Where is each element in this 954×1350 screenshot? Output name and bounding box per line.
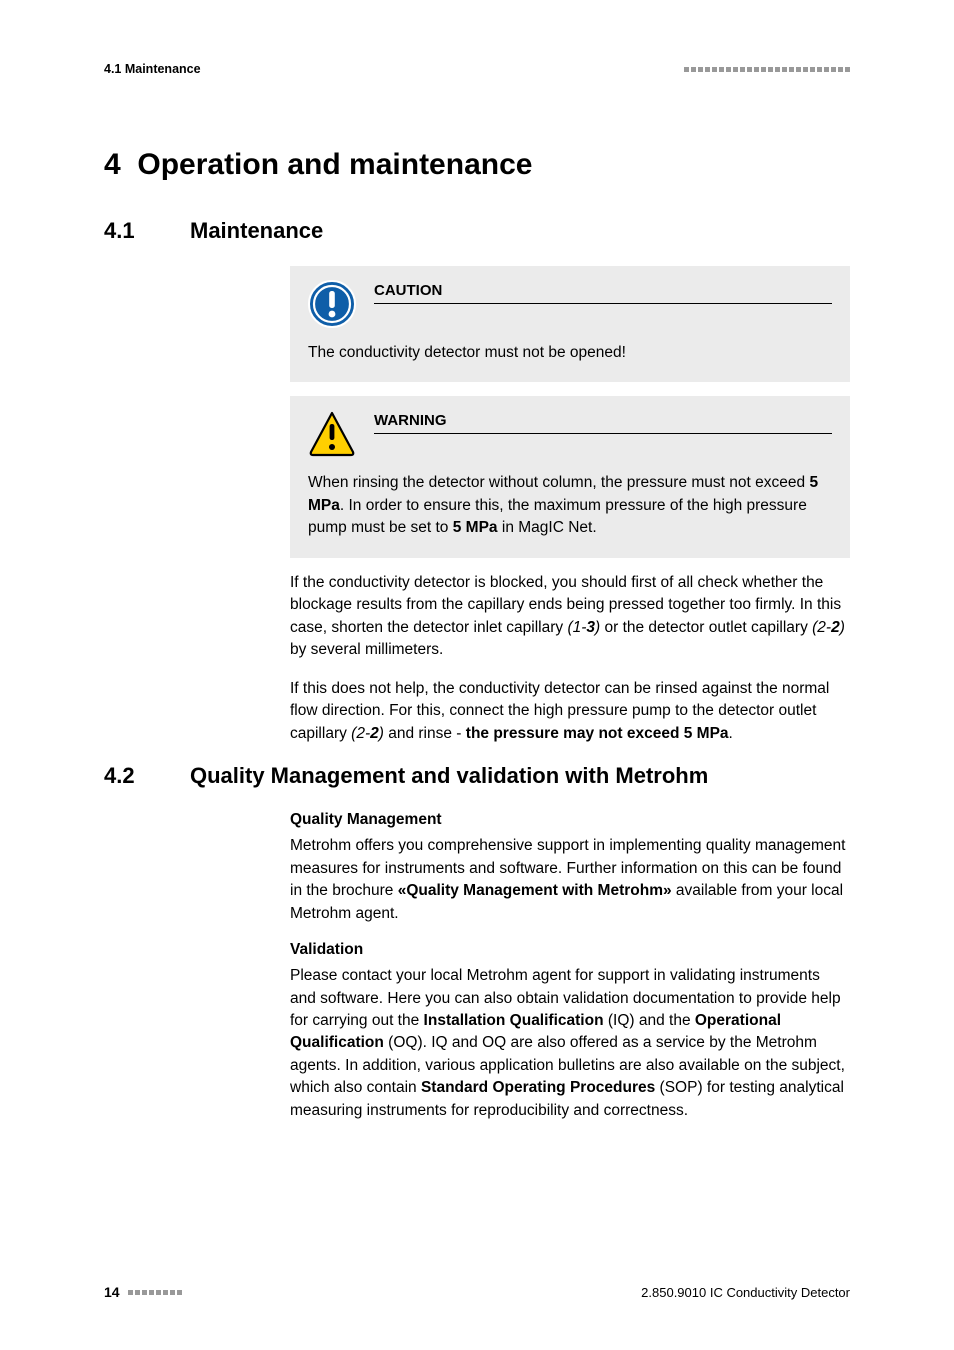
caution-title-wrap: CAUTION [374, 280, 832, 304]
bold: the pressure may not exceed 5 MPa [466, 725, 729, 742]
caution-label: CAUTION [374, 282, 832, 304]
figure-ref: (2-2) [351, 725, 384, 742]
warning-box: WARNING When rinsing the detector withou… [290, 396, 850, 557]
section-4-1-content: CAUTION The conductivity detector must n… [290, 266, 850, 745]
header-section-ref: 4.1 Maintenance [104, 62, 201, 76]
section-number: 4.2 [104, 763, 190, 789]
section-number: 4.1 [104, 218, 190, 244]
section-title: Quality Management and validation with M… [190, 763, 708, 789]
section-4-2-heading: 4.2 Quality Management and validation wi… [104, 763, 850, 789]
text: When rinsing the detector without column… [308, 474, 809, 491]
bold: Standard Operating Procedures [421, 1079, 655, 1096]
subheading-qm: Quality Management [290, 811, 850, 829]
text: in MagIC Net. [498, 519, 597, 536]
warning-label: WARNING [374, 412, 832, 434]
caution-body: The conductivity detector must not be op… [308, 342, 832, 364]
running-footer: 14 2.850.9010 IC Conductivity Detector [104, 1284, 850, 1300]
subheading-validation: Validation [290, 941, 850, 959]
paragraph-qm: Metrohm offers you comprehensive support… [290, 835, 850, 925]
header-ornament [684, 67, 850, 72]
warning-body: When rinsing the detector without column… [308, 472, 832, 539]
section-4-1-heading: 4.1 Maintenance [104, 218, 850, 244]
chapter-heading: 4 Operation and maintenance [104, 148, 850, 182]
warning-title-wrap: WARNING [374, 410, 832, 434]
paragraph-blockage: If the conductivity detector is blocked,… [290, 572, 850, 662]
figure-ref: (1-3) [567, 619, 600, 636]
page: 4.1 Maintenance 4 Operation and maintena… [0, 0, 954, 1350]
text: and rinse - [384, 725, 466, 742]
text: or the detector outlet capillary [600, 619, 812, 636]
text: . [729, 725, 733, 742]
bold: «Quality Management with Metrohm» [398, 882, 672, 899]
chapter-number: 4 [104, 148, 121, 181]
text: (IQ) and the [604, 1012, 695, 1029]
page-number: 14 [104, 1284, 120, 1300]
running-header: 4.1 Maintenance [104, 62, 850, 76]
section-4-2-content: Quality Management Metrohm offers you co… [290, 811, 850, 1122]
document-id: 2.850.9010 IC Conductivity Detector [641, 1285, 850, 1300]
bold: 5 MPa [453, 519, 498, 536]
caution-header: CAUTION [308, 280, 832, 328]
caution-box: CAUTION The conductivity detector must n… [290, 266, 850, 382]
text: by several millimeters. [290, 641, 443, 658]
footer-ornament [128, 1290, 182, 1295]
bold: Installation Qualification [424, 1012, 604, 1029]
section-title: Maintenance [190, 218, 323, 244]
page-number-block: 14 [104, 1284, 182, 1300]
chapter-title-text: Operation and maintenance [137, 148, 532, 181]
caution-icon [308, 280, 356, 328]
warning-header: WARNING [308, 410, 832, 458]
paragraph-rinse: If this does not help, the conductivity … [290, 678, 850, 745]
figure-ref: (2-2) [812, 619, 845, 636]
warning-icon [308, 410, 356, 458]
paragraph-validation: Please contact your local Metrohm agent … [290, 965, 850, 1122]
